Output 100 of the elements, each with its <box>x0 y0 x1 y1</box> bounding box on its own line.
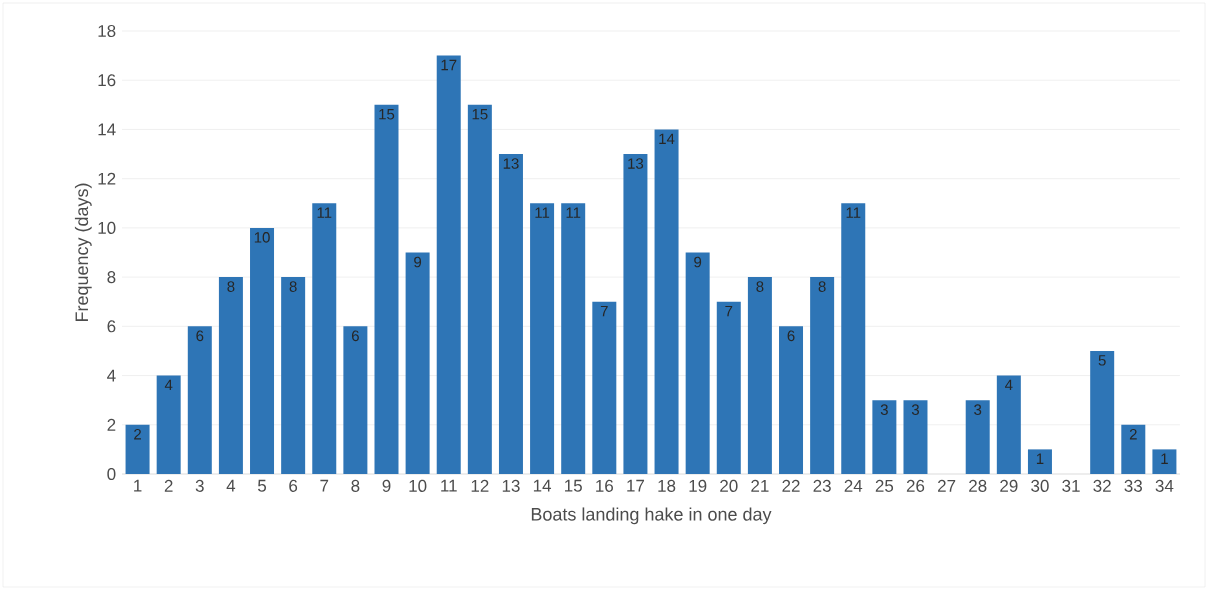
data-label: 6 <box>196 330 204 342</box>
data-label: 11 <box>535 207 550 218</box>
x-tick-label: 21 <box>751 479 769 492</box>
x-tick-label: 24 <box>844 479 863 492</box>
x-tick-label: 26 <box>906 479 925 492</box>
x-tick-label: 6 <box>289 479 298 492</box>
data-label: 14 <box>659 133 675 144</box>
data-label: 8 <box>289 281 297 292</box>
data-label: 9 <box>694 256 702 268</box>
x-tick-label: 11 <box>441 479 457 492</box>
x-tick-label: 10 <box>409 479 427 492</box>
y-tick-label: 14 <box>98 123 116 136</box>
x-tick-label: 22 <box>782 479 800 492</box>
bar <box>498 154 523 474</box>
y-tick-label: 6 <box>107 320 116 333</box>
bar <box>467 104 492 474</box>
data-label: 2 <box>134 428 141 440</box>
data-label: 15 <box>472 109 488 120</box>
y-tick-label: 10 <box>98 221 116 234</box>
data-label: 2 <box>1129 428 1137 440</box>
bar <box>654 129 679 474</box>
x-tick-label: 25 <box>875 479 894 492</box>
bar <box>405 252 430 474</box>
x-tick-label: 20 <box>720 479 738 492</box>
bar <box>1027 449 1052 474</box>
bar <box>250 227 275 474</box>
x-tick-label: 12 <box>471 479 489 492</box>
data-label: 8 <box>756 281 764 292</box>
x-tick-label: 33 <box>1124 479 1142 492</box>
data-label: 11 <box>846 207 861 218</box>
data-label: 11 <box>566 207 581 218</box>
data-label: 10 <box>254 232 270 243</box>
data-label: 13 <box>503 158 519 169</box>
bar <box>218 277 243 474</box>
data-label: 11 <box>317 207 332 218</box>
bar <box>779 326 804 474</box>
bar <box>374 104 399 474</box>
bar <box>872 400 897 474</box>
bar <box>312 203 337 474</box>
data-label: 15 <box>379 109 395 120</box>
x-tick-label: 31 <box>1062 479 1080 492</box>
bar <box>561 203 586 474</box>
bar <box>530 203 555 474</box>
x-tick-label: 28 <box>969 479 987 492</box>
x-tick-label: 17 <box>627 479 645 492</box>
x-tick-label: 15 <box>565 479 582 492</box>
y-tick-label: 2 <box>107 418 116 431</box>
x-tick-label: 18 <box>658 479 676 492</box>
x-tick-label: 13 <box>502 479 520 492</box>
x-tick-label: 19 <box>689 479 707 492</box>
x-tick-label: 5 <box>257 479 267 492</box>
x-tick-label: 32 <box>1093 479 1111 492</box>
x-tick-label: 27 <box>938 479 956 492</box>
x-tick-label: 3 <box>195 479 204 492</box>
y-axis-title: Frequency (days) <box>74 183 92 322</box>
bar <box>716 301 741 474</box>
data-label: 8 <box>818 281 826 292</box>
bar <box>187 326 212 474</box>
bar <box>281 277 306 474</box>
y-tick-label: 4 <box>107 369 116 382</box>
x-tick-label: 30 <box>1031 479 1049 492</box>
bar <box>1090 350 1115 474</box>
bar <box>1152 449 1177 474</box>
data-label: 1 <box>1161 453 1168 464</box>
data-label: 6 <box>351 330 359 342</box>
y-tick-label: 0 <box>107 467 116 481</box>
data-label: 4 <box>164 379 173 391</box>
x-tick-label: 7 <box>320 479 329 492</box>
data-label: 9 <box>414 256 422 268</box>
x-tick-label: 34 <box>1155 479 1174 492</box>
y-tick-label: 8 <box>107 271 116 284</box>
x-tick-label: 2 <box>164 479 173 492</box>
data-label: 5 <box>1098 355 1106 366</box>
x-tick-label: 14 <box>533 479 552 492</box>
x-tick-label: 9 <box>382 479 391 492</box>
bar <box>156 375 181 474</box>
data-label: 3 <box>911 404 919 415</box>
bar <box>747 277 772 474</box>
x-tick-label: 1 <box>134 479 142 492</box>
x-tick-label: 4 <box>226 479 236 492</box>
bar <box>996 375 1021 474</box>
bar <box>903 400 928 474</box>
bar <box>685 252 710 474</box>
bar <box>125 424 150 474</box>
bar <box>1121 424 1146 474</box>
y-tick-label: 18 <box>98 24 116 38</box>
data-label: 13 <box>628 158 644 169</box>
bar <box>810 277 835 474</box>
x-tick-label: 16 <box>596 479 614 492</box>
data-label: 4 <box>1005 379 1013 391</box>
bar <box>965 400 990 474</box>
bar <box>592 301 617 474</box>
data-label: 3 <box>880 404 888 415</box>
data-label: 6 <box>787 330 795 342</box>
x-tick-label: 23 <box>813 479 831 492</box>
bar <box>841 203 866 474</box>
x-tick-label: 8 <box>351 479 360 492</box>
bar <box>623 154 648 474</box>
x-tick-label: 29 <box>1000 479 1018 492</box>
data-label: 7 <box>725 305 733 317</box>
